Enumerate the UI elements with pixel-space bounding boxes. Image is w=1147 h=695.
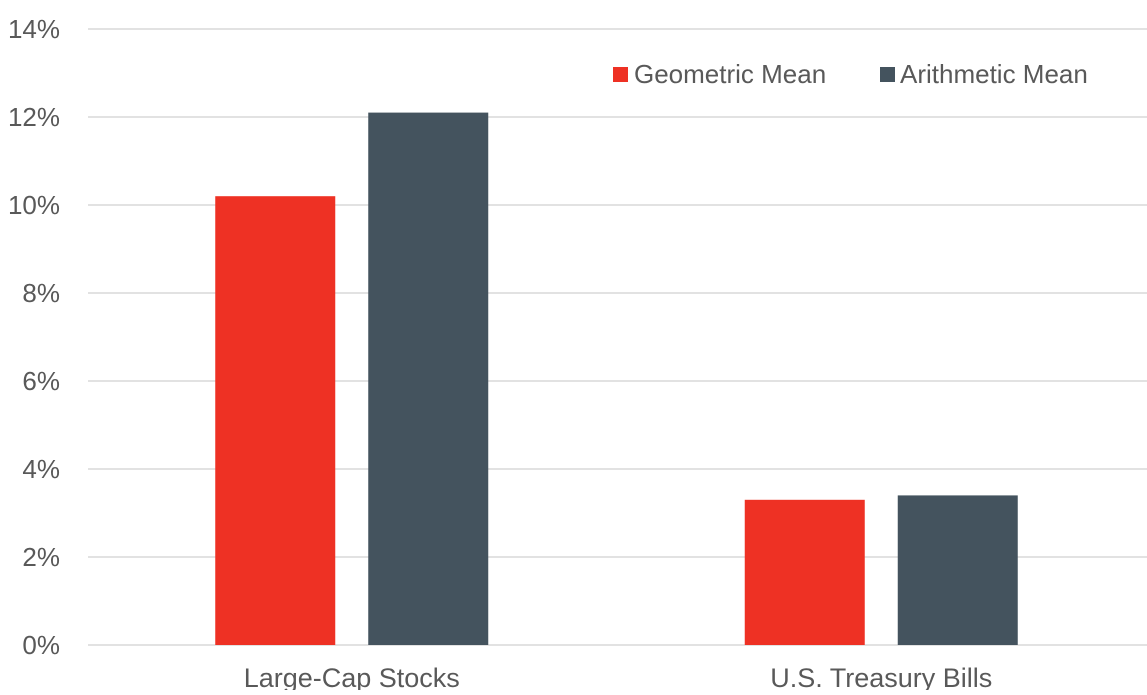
y-tick-label: 0% (22, 630, 60, 660)
x-tick-label: Large-Cap Stocks (244, 663, 460, 690)
x-axis-ticks: Large-Cap Stocks U.S. Treasury Bills (244, 663, 993, 693)
x-tick-label: U.S. Treasury Bills (770, 663, 992, 690)
legend-swatch (613, 67, 628, 82)
y-tick-label: 2% (22, 542, 60, 572)
legend: Geometric Mean Arithmetic Mean (613, 59, 1088, 89)
y-tick-label: 14% (8, 14, 60, 44)
bar (368, 112, 489, 646)
bar (744, 499, 865, 645)
bars (215, 112, 1018, 646)
bar (215, 196, 336, 645)
y-tick-label: 4% (22, 454, 60, 484)
legend-label: Geometric Mean (634, 59, 826, 89)
bar (897, 495, 1018, 645)
legend-label: Arithmetic Mean (900, 59, 1088, 89)
y-tick-label: 10% (8, 190, 60, 220)
y-tick-label: 12% (8, 102, 60, 132)
y-axis-ticks: 0% 2% 4% 6% 8% 10% 12% 14% (8, 14, 60, 660)
y-tick-label: 6% (22, 366, 60, 396)
legend-swatch (880, 67, 895, 82)
y-tick-label: 8% (22, 278, 60, 308)
